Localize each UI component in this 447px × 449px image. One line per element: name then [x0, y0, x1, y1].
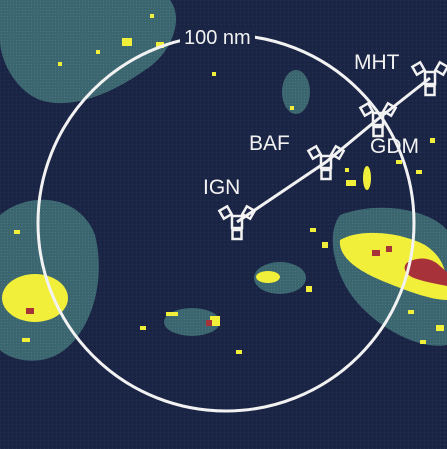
navaid-icon [217, 204, 257, 241]
weather-cell [290, 106, 294, 110]
weather-moderate-returns [2, 14, 447, 354]
weather-cell [14, 230, 20, 234]
weather-cell [254, 262, 306, 294]
range-ring-label: 100 nm [180, 28, 255, 48]
weather-cell [436, 325, 444, 331]
weather-cell [212, 72, 216, 76]
weather-cell [150, 14, 154, 18]
weather-cell [2, 274, 68, 322]
weather-cell [0, 0, 176, 104]
weather-cell [416, 170, 422, 174]
weather-cell [140, 326, 146, 330]
weather-cell [282, 70, 310, 114]
weather-cell [58, 62, 62, 66]
weather-cell [408, 310, 414, 314]
weather-cell [210, 316, 220, 326]
weather-cell [306, 286, 312, 292]
weather-cell [386, 246, 392, 252]
weather-cell [156, 42, 164, 48]
weather-cell [206, 320, 212, 326]
weather-cell [396, 160, 402, 164]
weather-cell [345, 168, 349, 172]
weather-cell [96, 50, 100, 54]
weather-cell [22, 338, 30, 342]
waypoint-gdm[interactable] [358, 101, 398, 138]
weather-cell [339, 232, 447, 300]
weather-cell [310, 228, 316, 232]
weather-heavy-returns [26, 246, 447, 326]
weather-cell [236, 350, 242, 354]
waypoint-baf[interactable] [306, 144, 346, 181]
weather-cell [420, 340, 426, 344]
weather-cell [372, 250, 380, 256]
navaid-icon [410, 60, 447, 97]
weather-cell [256, 271, 280, 283]
waypoint-ign[interactable] [217, 204, 257, 241]
weather-cell [26, 308, 34, 314]
weather-cell [404, 258, 447, 286]
weather-cell [346, 180, 356, 186]
weather-cell [122, 38, 132, 46]
weather-cell [363, 166, 371, 190]
waypoint-mht[interactable] [410, 60, 447, 97]
weather-cell [166, 312, 178, 316]
route-line [236, 76, 431, 224]
weather-cell [430, 138, 435, 143]
weather-cell [322, 242, 328, 248]
navaid-icon [358, 101, 398, 138]
navaid-icon [306, 144, 346, 181]
